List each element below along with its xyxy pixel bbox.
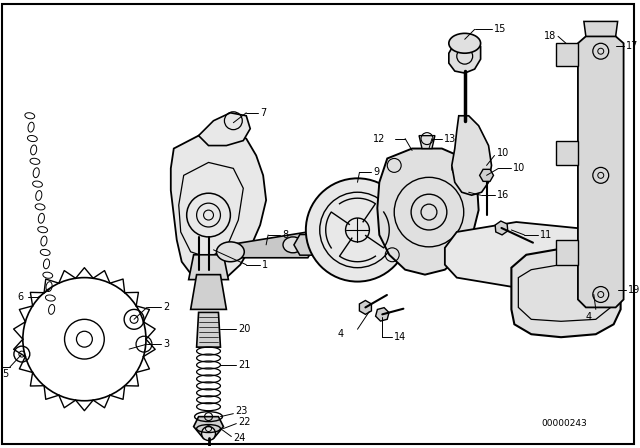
Text: 8: 8 xyxy=(282,230,288,240)
Circle shape xyxy=(187,193,230,237)
Text: 5: 5 xyxy=(2,369,8,379)
Text: 9: 9 xyxy=(373,168,380,177)
Text: 17: 17 xyxy=(625,41,638,51)
Circle shape xyxy=(202,426,216,440)
Polygon shape xyxy=(578,36,623,307)
Text: 00000243: 00000243 xyxy=(541,419,587,428)
Polygon shape xyxy=(556,141,578,165)
Text: 14: 14 xyxy=(394,332,406,342)
Polygon shape xyxy=(495,221,508,235)
Text: 12: 12 xyxy=(373,134,385,144)
Polygon shape xyxy=(196,312,220,347)
Text: 20: 20 xyxy=(238,324,251,334)
Polygon shape xyxy=(419,136,435,149)
Text: 22: 22 xyxy=(238,417,251,426)
Ellipse shape xyxy=(449,33,481,53)
Polygon shape xyxy=(171,131,266,283)
Polygon shape xyxy=(479,169,493,181)
Text: 13: 13 xyxy=(444,134,456,144)
Polygon shape xyxy=(294,235,317,255)
Text: 4: 4 xyxy=(586,312,592,323)
Polygon shape xyxy=(556,43,578,66)
Polygon shape xyxy=(228,232,316,258)
Ellipse shape xyxy=(216,242,244,262)
Polygon shape xyxy=(198,113,250,146)
Polygon shape xyxy=(584,22,618,36)
Text: 3: 3 xyxy=(163,339,169,349)
Text: 6: 6 xyxy=(18,293,24,302)
Text: 11: 11 xyxy=(540,230,552,240)
Text: 15: 15 xyxy=(493,24,506,34)
Text: 23: 23 xyxy=(236,406,248,416)
Text: 1: 1 xyxy=(262,260,268,270)
Text: 16: 16 xyxy=(497,190,509,200)
Circle shape xyxy=(306,178,409,282)
Polygon shape xyxy=(452,116,492,195)
Polygon shape xyxy=(378,149,479,275)
Polygon shape xyxy=(194,417,223,439)
Text: 24: 24 xyxy=(234,434,246,444)
Text: 21: 21 xyxy=(238,360,251,370)
Text: 7: 7 xyxy=(260,108,266,118)
Polygon shape xyxy=(360,301,371,314)
Text: 18: 18 xyxy=(544,31,556,41)
Text: 4: 4 xyxy=(338,329,344,339)
Text: 2: 2 xyxy=(163,302,169,312)
Text: 10: 10 xyxy=(497,147,509,158)
Text: 19: 19 xyxy=(628,284,640,294)
Polygon shape xyxy=(511,248,621,337)
Text: 10: 10 xyxy=(513,164,525,173)
Polygon shape xyxy=(189,255,228,280)
Polygon shape xyxy=(556,240,578,265)
Polygon shape xyxy=(191,275,227,310)
Polygon shape xyxy=(376,308,389,321)
Polygon shape xyxy=(449,39,481,73)
Polygon shape xyxy=(445,222,621,289)
Ellipse shape xyxy=(283,237,303,253)
